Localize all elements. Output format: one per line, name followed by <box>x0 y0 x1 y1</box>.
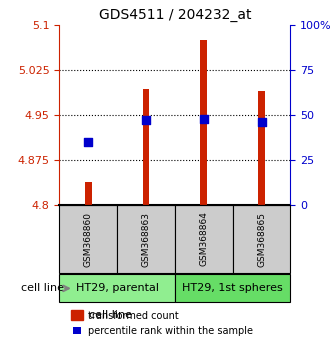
Bar <box>71 310 82 320</box>
Text: cell line: cell line <box>89 310 132 320</box>
Bar <box>200 40 207 205</box>
Bar <box>143 89 149 205</box>
Text: GSM368865: GSM368865 <box>257 212 266 267</box>
FancyBboxPatch shape <box>59 274 175 302</box>
FancyBboxPatch shape <box>59 205 117 273</box>
Point <box>201 116 207 121</box>
FancyBboxPatch shape <box>175 274 290 302</box>
Text: GSM368864: GSM368864 <box>199 212 208 267</box>
Text: GSM368860: GSM368860 <box>84 212 93 267</box>
Legend: transformed count, percentile rank within the sample: transformed count, percentile rank withi… <box>69 307 257 340</box>
Bar <box>85 182 92 205</box>
FancyBboxPatch shape <box>233 205 290 273</box>
Point <box>85 139 91 145</box>
Point <box>259 119 264 125</box>
Text: HT29, 1st spheres: HT29, 1st spheres <box>182 284 283 293</box>
Text: GSM368863: GSM368863 <box>142 212 150 267</box>
Title: GDS4511 / 204232_at: GDS4511 / 204232_at <box>99 8 251 22</box>
Text: cell line: cell line <box>21 284 64 293</box>
Bar <box>258 91 265 205</box>
Point <box>143 118 148 123</box>
FancyBboxPatch shape <box>117 205 175 273</box>
Text: HT29, parental: HT29, parental <box>76 284 159 293</box>
FancyBboxPatch shape <box>175 205 233 273</box>
